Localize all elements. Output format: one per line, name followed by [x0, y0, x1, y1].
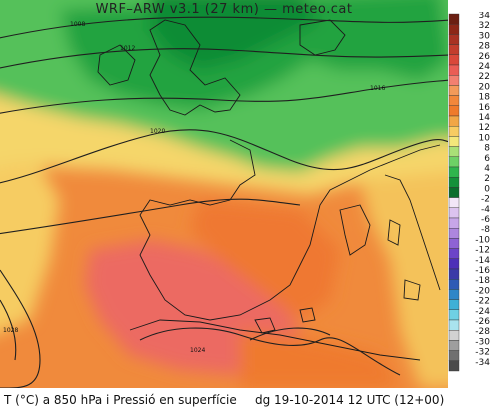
legend-tick-label: -34: [475, 358, 490, 368]
legend-swatch: [448, 176, 460, 188]
legend-tick-label: 32: [479, 21, 490, 31]
caption-variable: T (°C) a 850 hPa i Pressió en superfície: [4, 393, 237, 407]
legend-swatch: [448, 23, 460, 35]
legend-tick-label: -12: [475, 246, 490, 256]
legend-swatch: [448, 279, 460, 290]
legend-swatch: [448, 95, 460, 106]
legend-tick-label: 16: [479, 103, 491, 113]
isobar-1020c: [249, 327, 331, 341]
legend-tick-label: -32: [475, 348, 490, 358]
legend-tick-label: 22: [479, 72, 490, 82]
map-caption: T (°C) a 850 hPa i Pressió en superfície…: [0, 388, 492, 412]
legend-swatch: [448, 44, 460, 55]
legend-swatch: [448, 268, 460, 280]
legend-swatch: [448, 289, 460, 300]
legend-tick-label: -26: [475, 317, 490, 327]
legend-tick-label: 20: [479, 82, 491, 92]
legend-tick-label: 8: [484, 144, 490, 154]
legend-tick-label: 2: [484, 174, 490, 184]
legend-swatch: [448, 360, 460, 372]
legend-swatch: [448, 248, 460, 260]
legend-swatch: [448, 350, 460, 362]
legend-tick-label: 10: [479, 133, 491, 143]
legend-tick-label: -8: [481, 225, 490, 235]
legend-swatch: [448, 75, 460, 86]
legend-swatch: [448, 319, 460, 331]
legend-swatch: [448, 105, 460, 117]
isobar-1024b: [139, 327, 401, 376]
legend-tick-label: 30: [479, 31, 491, 41]
legend-tick-label: -6: [481, 215, 490, 225]
legend-swatch: [448, 197, 460, 209]
legend-tick-label: 26: [479, 52, 491, 62]
legend-swatch: [448, 13, 460, 25]
legend-swatch: [448, 54, 460, 66]
legend-swatch: [448, 115, 460, 127]
legend-tick-label: 0: [484, 184, 490, 194]
isobar-1024: [0, 269, 41, 388]
isobar-1020b: [0, 198, 301, 235]
legend-swatch: [448, 166, 460, 178]
isobar-1016: [0, 79, 448, 114]
legend-swatch: [448, 238, 460, 249]
legend-tick-label: -4: [481, 205, 490, 215]
legend-swatch: [448, 64, 460, 76]
legend-swatch: [448, 207, 460, 219]
legend-tick-label: 12: [479, 123, 490, 133]
legend-tick-label: -28: [475, 327, 490, 337]
legend-swatch: [448, 330, 460, 341]
isobar-label-1028: 1028: [3, 327, 18, 334]
coastlines: [97, 19, 441, 361]
isobar-label-1008: 1008: [70, 21, 85, 28]
legend-tick-label: -20: [475, 286, 490, 296]
isobar-label-1020: 1020: [150, 128, 165, 135]
legend-swatch: [448, 187, 460, 198]
legend-tick-label: 4: [484, 164, 490, 174]
legend-tick-label: 18: [479, 93, 491, 103]
legend-swatch: [448, 85, 460, 96]
east-cool-region: [360, 172, 448, 388]
map-title: WRF–ARW v3.1 (27 km) — meteo.cat: [95, 2, 353, 17]
legend-swatch: [448, 125, 460, 137]
legend-tick-label: 24: [479, 62, 491, 72]
warm-air-region: [190, 200, 340, 320]
legend-swatch: [448, 227, 460, 239]
legend-tick-label: -2: [481, 195, 490, 205]
isobar-1020: [0, 129, 448, 184]
legend-tick-label: -30: [475, 337, 490, 347]
color-legend: 3432302826242220181614121086420-2-4-6-8-…: [448, 12, 491, 372]
isobar-label-1016: 1016: [370, 85, 385, 92]
legend-tick-label: 14: [479, 113, 491, 123]
isobars: [0, 16, 448, 388]
isobar-label-1012: 1012: [120, 45, 135, 52]
legend-swatch: [448, 34, 460, 45]
legend-swatch: [448, 217, 460, 229]
isobar-1012: [0, 48, 448, 69]
isobar-1008: [0, 16, 448, 39]
legend-swatch: [448, 136, 460, 147]
legend-tick-label: -10: [475, 235, 490, 245]
legend-tick-label: 34: [479, 12, 491, 21]
legend-swatch: [448, 340, 460, 351]
legend-tick-label: -14: [475, 256, 490, 266]
legend-swatch: [448, 156, 460, 168]
legend-tick-label: 6: [484, 154, 490, 164]
caption-datetime: dg 19-10-2014 12 UTC (12+00): [255, 393, 445, 407]
legend-swatch: [448, 146, 460, 158]
isobar-labels: 1008 1012 1016 1020 1024 1028: [3, 21, 385, 354]
legend-tick-label: -24: [475, 307, 490, 317]
temperature-pressure-map: 1008 1012 1016 1020 1024 1028: [0, 0, 448, 388]
legend-tick-label: 28: [479, 42, 491, 52]
legend-swatch: [448, 258, 460, 270]
legend-tick-label: -16: [475, 266, 490, 276]
mild-air-band: [0, 96, 448, 195]
legend-swatch: [448, 309, 460, 321]
isobar-label-1024: 1024: [190, 347, 205, 354]
legend-tick-label: -22: [475, 297, 490, 307]
legend-swatch: [448, 299, 460, 311]
west-cool-region: [0, 165, 60, 332]
isobar-1028: [0, 299, 17, 361]
legend-tick-label: -18: [475, 276, 490, 286]
